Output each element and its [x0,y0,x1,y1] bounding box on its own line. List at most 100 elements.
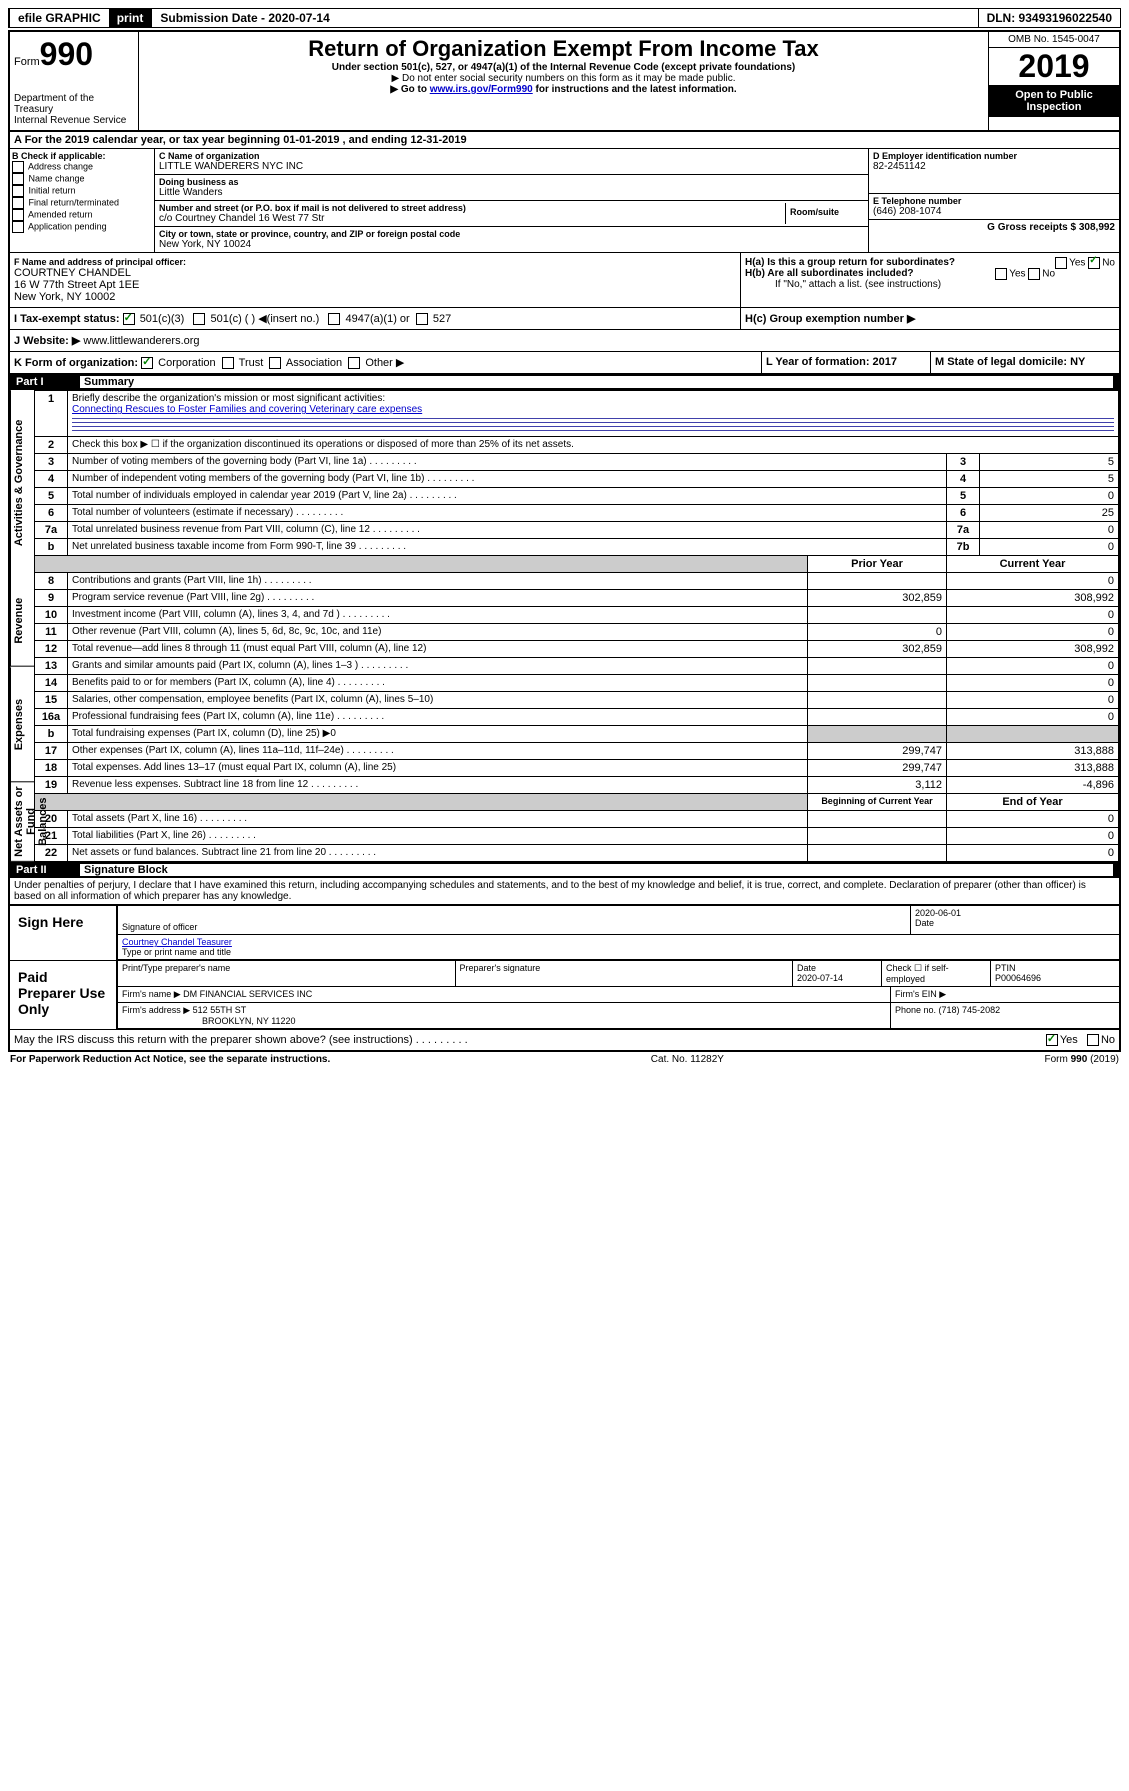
officer-addr2: New York, NY 10002 [14,291,736,303]
sig-officer-label: Signature of officer [122,922,906,932]
signer-name[interactable]: Courtney Chandel Teasurer [122,937,1115,947]
firm-addr1: 512 55TH ST [193,1005,247,1015]
ha-yes: Yes [1069,258,1085,269]
city-value: New York, NY 10024 [159,239,864,250]
efile-label: efile GRAPHIC [9,9,109,27]
cb-label-3: Final return/terminated [29,197,120,207]
discuss-text: May the IRS discuss this return with the… [14,1034,468,1046]
opt-4947: 4947(a)(1) or [346,313,410,325]
ha-row: H(a) Is this a group return for subordin… [745,257,1115,268]
goto-post: for instructions and the latest informat… [536,84,737,95]
city-label: City or town, state or province, country… [159,229,864,239]
room-label: Room/suite [790,207,860,217]
row-a-period: A For the 2019 calendar year, or tax yea… [10,132,1119,149]
footer-mid: Cat. No. 11282Y [651,1054,724,1065]
l17p: 299,747 [808,743,947,760]
part1-label: Part I [16,376,76,388]
line-9: 9Program service revenue (Part VIII, lin… [35,590,1119,607]
website-url: www.littlewanderers.org [83,335,199,347]
part1-body: Activities & Governance Revenue Expenses… [10,390,1119,862]
row-klm: K Form of organization: Corporation Trus… [10,352,1119,374]
l7b-val: 0 [980,539,1119,556]
l11p: 0 [808,624,947,641]
col-b: B Check if applicable: Address change Na… [10,149,155,252]
line-21: 21Total liabilities (Part X, line 26)0 [35,828,1119,845]
footer-right: Form 990 (2019) [1045,1054,1119,1065]
l3-val: 5 [980,454,1119,471]
sig-date-label: Date [915,918,1115,928]
line-8: 8Contributions and grants (Part VIII, li… [35,573,1119,590]
ptin-label: PTIN [995,963,1115,973]
l17c: 313,888 [947,743,1119,760]
print-button[interactable]: print [109,9,152,27]
line-20: 20Total assets (Part X, line 16)0 [35,811,1119,828]
l16a-text: Professional fundraising fees (Part IX, … [68,709,808,726]
l22c: 0 [947,845,1119,862]
checkbox-final-return[interactable] [12,197,24,209]
l18c: 313,888 [947,760,1119,777]
form-num: 990 [40,36,93,72]
cb-501c3[interactable] [123,313,135,325]
part2-label: Part II [16,864,76,876]
dept-label: Department of the Treasury [14,93,134,115]
l14p [808,675,947,692]
discuss-no-checkbox[interactable] [1087,1034,1099,1046]
discuss-yes-checkbox[interactable] [1046,1034,1058,1046]
l12c: 308,992 [947,641,1119,658]
hb-yes-checkbox[interactable] [995,268,1007,280]
irs-link[interactable]: www.irs.gov/Form990 [430,84,533,95]
period-text: A For the 2019 calendar year, or tax yea… [14,134,467,146]
l21p [808,828,947,845]
form-header: Form990 Department of the Treasury Inter… [10,32,1119,132]
checkbox-name-change[interactable] [12,173,24,185]
hb-no-checkbox[interactable] [1028,268,1040,280]
officer-name: COURTNEY CHANDEL [14,267,736,279]
l10c: 0 [947,607,1119,624]
discuss-yes: Yes [1060,1034,1078,1046]
cb-527[interactable] [416,313,428,325]
l19-text: Revenue less expenses. Subtract line 18 … [68,777,808,794]
cb-trust[interactable] [222,357,234,369]
cb-corp[interactable] [141,357,153,369]
firm-phone: Phone no. (718) 745-2082 [890,1003,1119,1029]
taxexempt-label: I Tax-exempt status: [14,313,120,325]
note-ssn: ▶ Do not enter social security numbers o… [143,73,984,84]
l13c: 0 [947,658,1119,675]
cb-other[interactable] [348,357,360,369]
ha-yes-checkbox[interactable] [1055,257,1067,269]
l9c: 308,992 [947,590,1119,607]
checkbox-app-pending[interactable] [12,221,24,233]
discuss-row: May the IRS discuss this return with the… [10,1029,1119,1050]
checkbox-initial-return[interactable] [12,185,24,197]
cb-501c[interactable] [193,313,205,325]
hb-yes: Yes [1009,269,1025,280]
part2-header: Part II Signature Block [10,862,1119,878]
hb-no: No [1042,269,1055,280]
cb-assoc[interactable] [269,357,281,369]
checkbox-amended[interactable] [12,209,24,221]
l8p [808,573,947,590]
self-employed: Check ☐ if self-employed [881,961,990,987]
opt-assoc: Association [286,357,342,369]
cb-label-0: Address change [28,161,93,171]
officer-addr1: 16 W 77th Street Apt 1EE [14,279,736,291]
l1-value[interactable]: Connecting Rescues to Foster Families an… [72,404,422,415]
dln: DLN: 93493196022540 [978,9,1120,27]
cb-4947[interactable] [328,313,340,325]
ha-no-checkbox[interactable] [1088,257,1100,269]
part2-title: Signature Block [80,864,1113,876]
firm-addr-label: Firm's address ▶ [122,1005,190,1015]
checkbox-address-change[interactable] [12,161,24,173]
form-title: Return of Organization Exempt From Incom… [143,36,984,62]
line-18: 18Total expenses. Add lines 13–17 (must … [35,760,1119,777]
l12-text: Total revenue—add lines 8 through 11 (mu… [68,641,808,658]
row-j: J Website: ▶ www.littlewanderers.org [10,330,1119,352]
website-label: J Website: ▶ [14,335,80,347]
note-goto: ▶ Go to www.irs.gov/Form990 for instruct… [143,84,984,95]
hc-label: H(c) Group exemption number ▶ [745,313,915,325]
officer-label: F Name and address of principal officer: [14,257,736,267]
l13p [808,658,947,675]
line-2: 2Check this box ▶ ☐ if the organization … [35,437,1119,454]
ptin-value: P00064696 [995,973,1115,983]
dba-label: Doing business as [159,177,864,187]
